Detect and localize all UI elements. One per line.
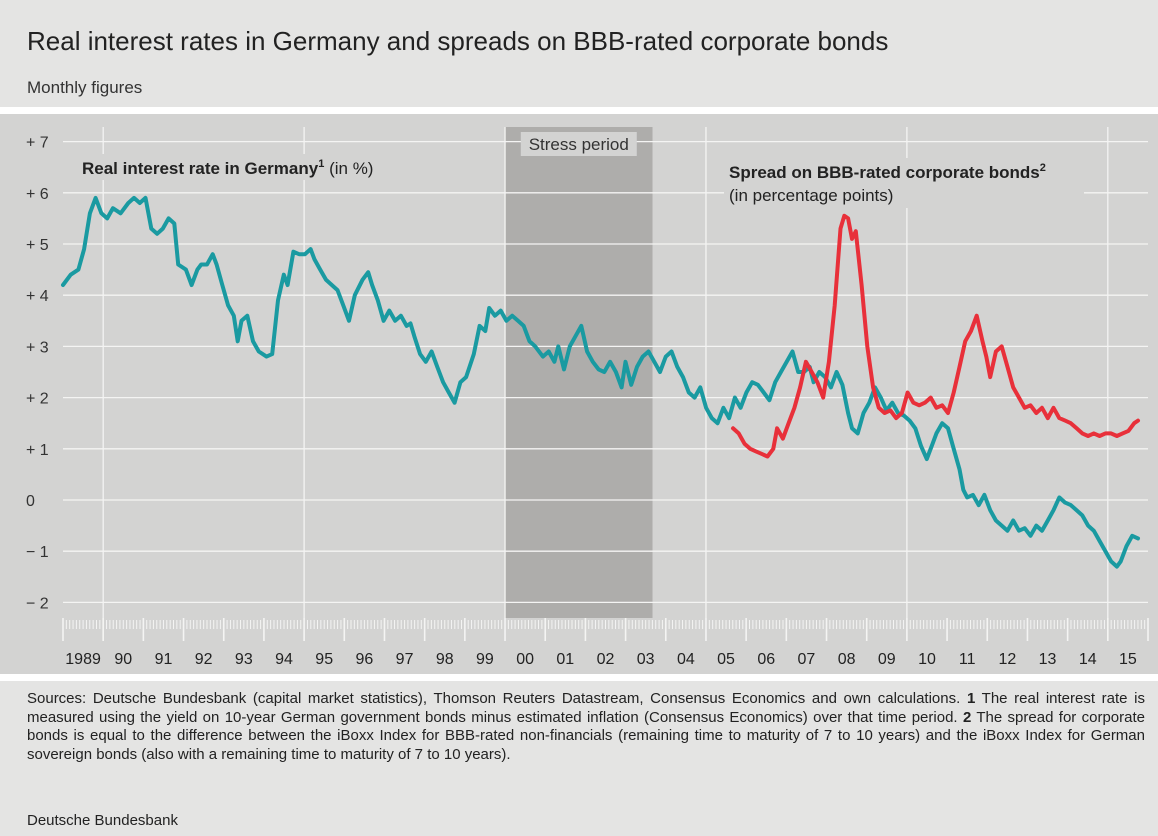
x-tick-label: 92 [195,651,213,668]
x-tick-label: 05 [717,651,735,668]
x-tick-label: 91 [155,651,173,668]
x-tick-label: 96 [355,651,373,668]
x-tick-label: 03 [637,651,655,668]
real-rate-label-sup: 1 [318,158,324,170]
y-tick-label: + 4 [26,288,49,305]
x-tick-label: 08 [838,651,856,668]
x-tick-label: 94 [275,651,293,668]
real-rate-label: Real interest rate in Germany1 (in %) [82,158,373,178]
chart-title: Real interest rates in Germany and sprea… [27,26,889,56]
footnote-2-mark: 2 [962,708,972,726]
spread-label-sup: 2 [1040,162,1046,174]
x-tick-label: 00 [516,651,534,668]
x-tick-label: 10 [918,651,936,668]
line-chart: Stress period + 7 + 6 + 5 + 4 + 3 + 2 + 1 0 − 1 −… [0,114,1158,674]
stress-period-label-bg [520,132,637,156]
y-tick-label: + 1 [26,442,49,459]
x-tick-label: 12 [998,651,1016,668]
divider-top [0,107,1158,114]
footnotes: Sources: Deutsche Bundesbank (capital ma… [27,690,1145,764]
x-tick-label: 04 [677,651,695,668]
x-tick-label: 01 [556,651,574,668]
x-tick-label: 97 [396,651,414,668]
footnote-1-mark: 1 [966,690,976,707]
y-tick-label: + 2 [26,391,49,408]
footnote-2-text: The spread for corporate bonds is equal … [27,708,1145,763]
publisher: Deutsche Bundesbank [27,812,178,829]
spread-label-bg [724,158,1084,208]
x-tick-label: 15 [1119,651,1137,668]
real-rate-label-main: Real interest rate in Germany [82,159,319,178]
stress-period-label: Stress period [529,135,629,154]
real-rate-line [61,195,1140,569]
spread-label-note: (in percentage points) [729,186,893,205]
x-tick-label: 07 [798,651,816,668]
x-tick-label: 1989 [65,651,101,668]
divider-bottom [0,674,1158,681]
x-tick-label: 11 [959,651,976,668]
spread-line [731,213,1140,459]
sources-text: Sources: Deutsche Bundesbank (capital ma… [27,690,961,707]
chart-subtitle: Monthly figures [27,78,143,97]
x-tick-label: 99 [476,651,494,668]
y-tick-label: + 5 [26,237,49,254]
x-tick-label: 90 [114,651,132,668]
x-tick-label: 09 [878,651,896,668]
y-tick-label: − 2 [26,595,49,612]
x-tick-label: 98 [436,651,454,668]
x-tick-label: 06 [757,651,775,668]
footnote-1-text: The real interest rate is measured using… [27,690,1145,726]
real-rate-label-bg [74,154,412,180]
y-tick-label: − 1 [26,544,49,561]
spread-label-main: Spread on BBB-rated corporate bonds [729,163,1040,182]
spread-label: Spread on BBB-rated corporate bonds2 [729,162,1046,182]
x-tick-label: 13 [1039,651,1057,668]
y-tick-label: 0 [26,493,35,510]
y-tick-label: + 7 [26,135,49,152]
y-tick-label: + 6 [26,186,49,203]
real-rate-label-note: (in %) [329,159,373,178]
x-tick-label: 93 [235,651,253,668]
x-tick-label: 95 [315,651,333,668]
y-tick-label: + 3 [26,339,49,356]
x-tick-label: 02 [597,651,615,668]
x-tick-label: 14 [1079,651,1097,668]
